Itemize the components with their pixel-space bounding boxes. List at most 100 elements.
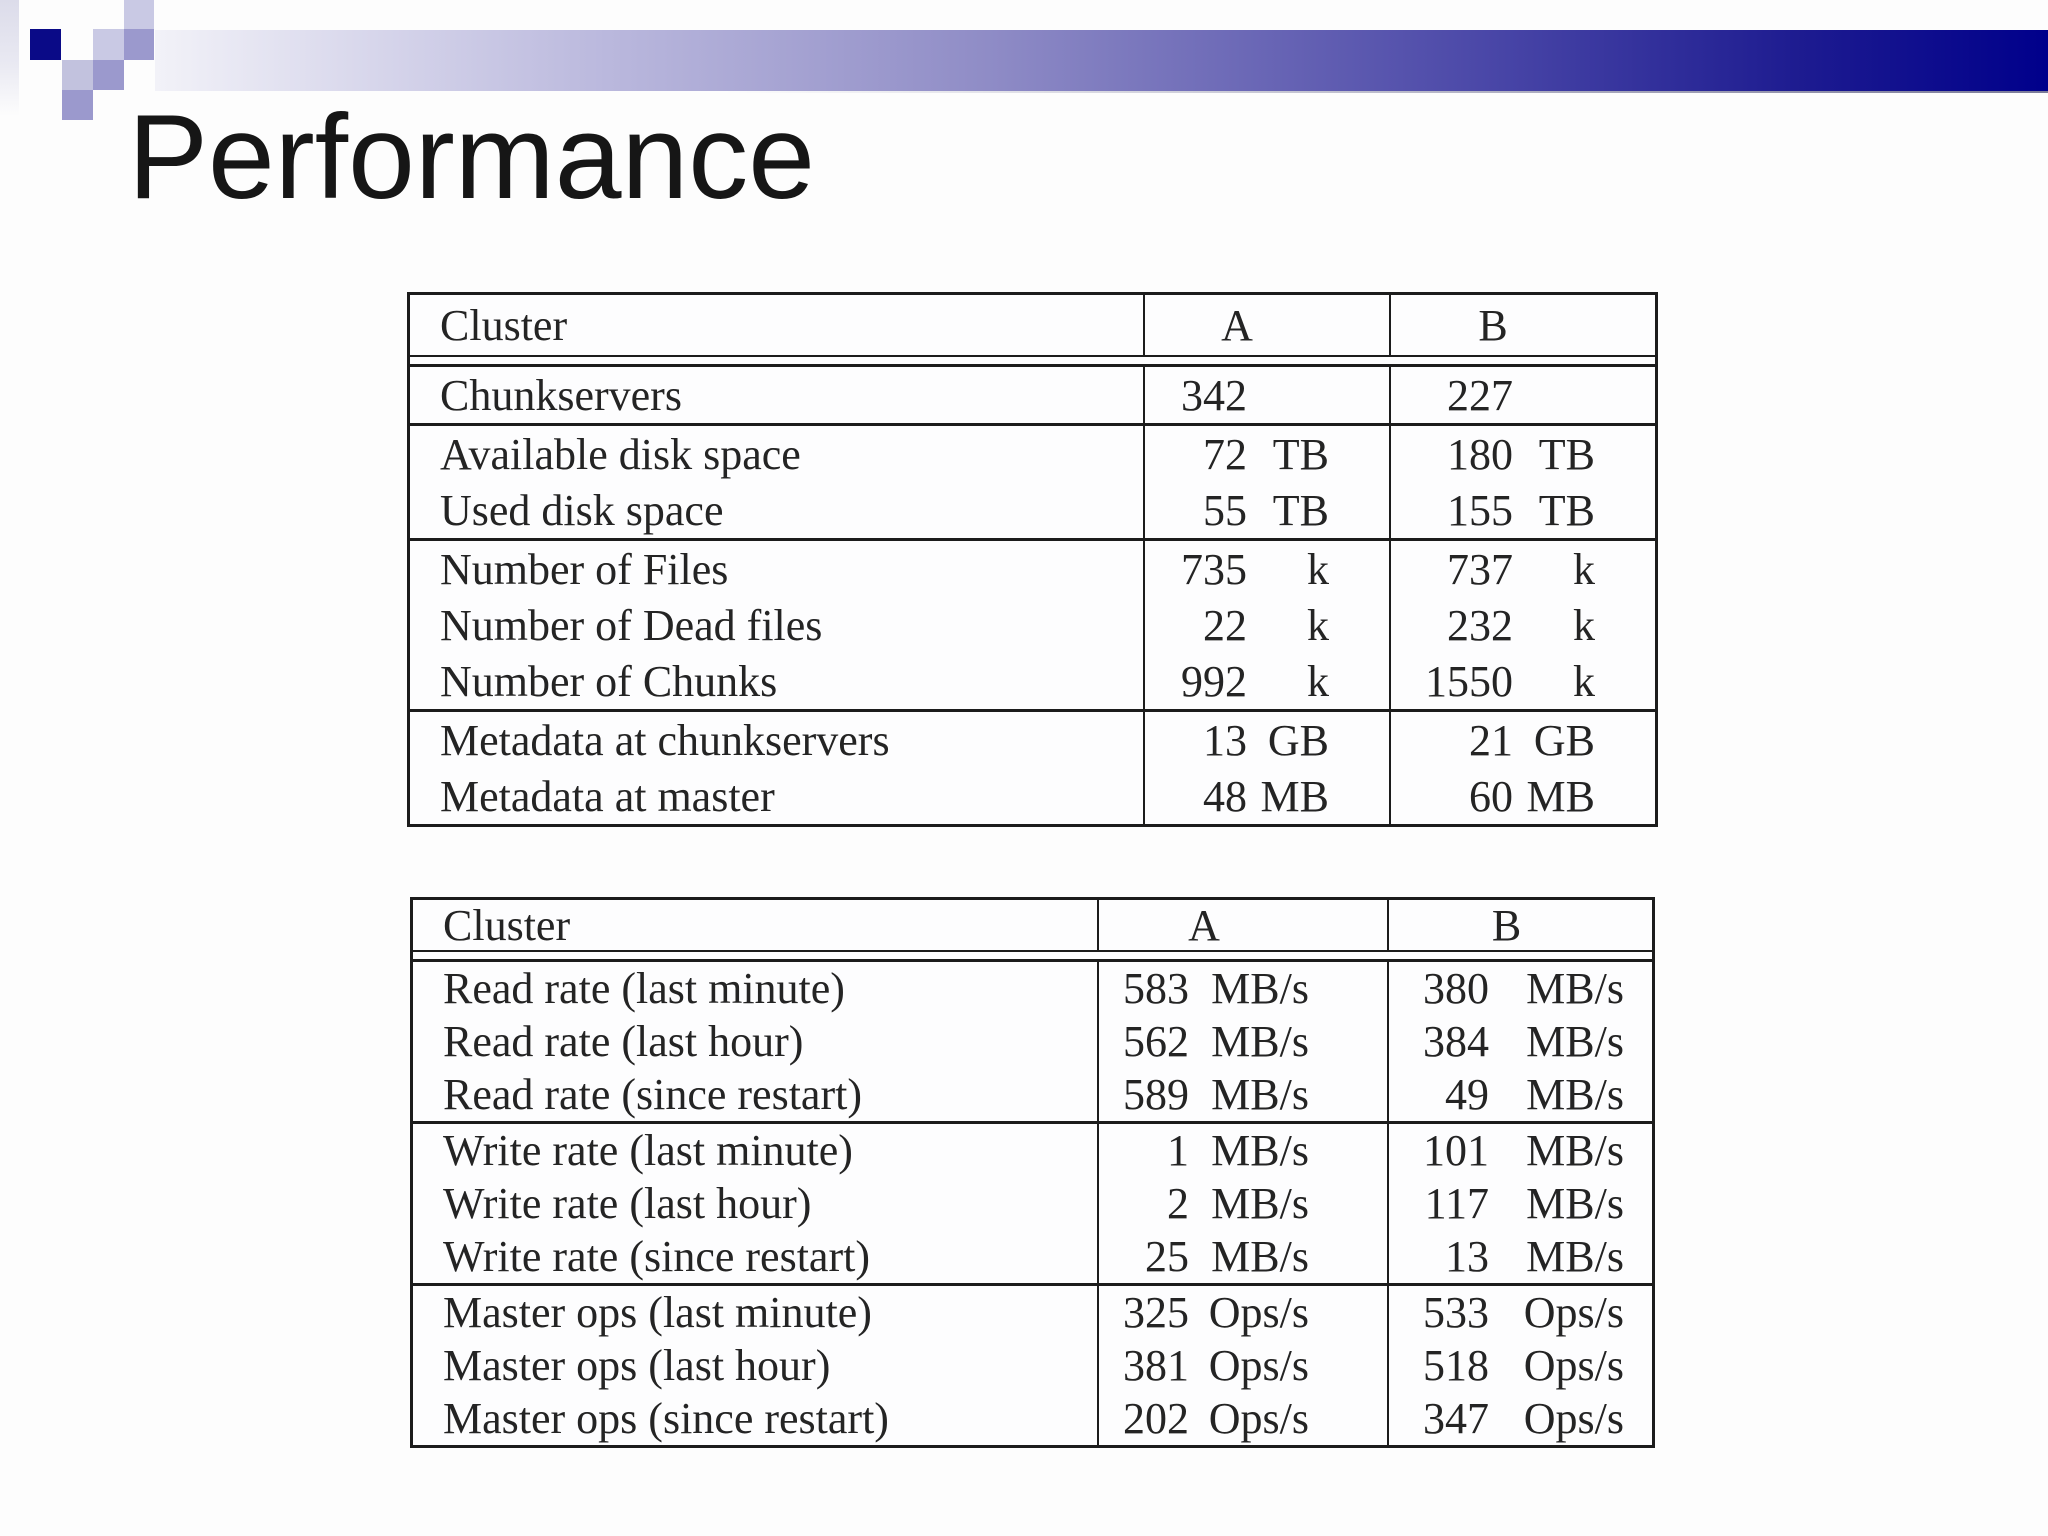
value-unit: k	[1307, 600, 1329, 650]
value-unit: MB/s	[1211, 1070, 1309, 1119]
row-label: Read rate (last hour)	[443, 1017, 804, 1066]
table-row: Write rate (last hour) 2 MB/s 117 MB/s	[413, 1177, 1652, 1230]
value-unit: MB/s	[1526, 1070, 1624, 1119]
table-row: Master ops (since restart) 202 Ops/s 347 Ops…	[413, 1392, 1652, 1445]
value-unit: k	[1307, 544, 1329, 594]
value-number: 48	[1203, 771, 1247, 821]
value-unit: MB/s	[1211, 1126, 1309, 1175]
value-cell-b: 155 TB	[1389, 482, 1655, 538]
value-unit: MB/s	[1211, 1232, 1309, 1281]
value-cell-a: 2 MB/s	[1097, 1177, 1387, 1230]
slide-title: Performance	[128, 90, 815, 224]
value-number: 227	[1447, 370, 1513, 420]
row-label: Read rate (since restart)	[443, 1070, 862, 1119]
row-label: Master ops (last minute)	[443, 1288, 872, 1337]
value-cell-b: 117 MB/s	[1387, 1177, 1652, 1230]
value-number: 735	[1181, 544, 1247, 594]
value-unit: k	[1307, 656, 1329, 706]
value-unit: k	[1573, 544, 1595, 594]
value-cell-a: 562 MB/s	[1097, 1015, 1387, 1068]
row-label: Master ops (since restart)	[443, 1394, 889, 1443]
value-number: 380	[1423, 964, 1489, 1013]
table-row: Chunkservers 342 227	[410, 367, 1655, 423]
value-cell-b: 737 k	[1389, 541, 1655, 597]
double-rule-gap	[410, 357, 1655, 367]
value-unit: MB/s	[1211, 964, 1309, 1013]
decorative-square	[62, 60, 93, 90]
row-label: Available disk space	[440, 429, 801, 479]
decorative-square	[93, 29, 124, 60]
value-unit: Ops/s	[1208, 1288, 1309, 1337]
table-row-group: Chunkservers 342 227	[410, 367, 1655, 426]
column-header-label: Cluster	[440, 300, 568, 350]
value-cell-a: 55 TB	[1143, 482, 1389, 538]
decorative-square	[124, 29, 154, 60]
value-number: 117	[1424, 1179, 1489, 1228]
value-number: 155	[1447, 485, 1513, 535]
value-cell-a: 202 Ops/s	[1097, 1392, 1387, 1445]
table-row: Read rate (since restart) 589 MB/s 49 MB/s	[413, 1068, 1652, 1121]
row-label: Chunkservers	[440, 370, 682, 420]
column-header-a: A	[1097, 900, 1387, 951]
table-row: Number of Dead files 22 k 232 k	[410, 597, 1655, 653]
table-row-group: Metadata at chunkservers 13 GB 21 GB Metadata…	[410, 712, 1655, 824]
column-header-a: A	[1143, 295, 1389, 355]
value-number: 562	[1123, 1017, 1189, 1066]
value-cell-b: 518 Ops/s	[1387, 1339, 1652, 1392]
value-number: 384	[1423, 1017, 1489, 1066]
value-unit: TB	[1538, 429, 1595, 479]
value-number: 737	[1447, 544, 1513, 594]
table-row: Master ops (last minute) 325 Ops/s 533 Ops/s	[413, 1286, 1652, 1339]
value-cell-b: 60 MB	[1389, 768, 1655, 824]
value-unit: Ops/s	[1523, 1341, 1624, 1390]
value-unit: GB	[1533, 715, 1595, 765]
value-unit: MB/s	[1526, 1232, 1624, 1281]
value-unit: TB	[1538, 485, 1595, 535]
value-number: 49	[1445, 1070, 1489, 1119]
value-unit: Ops/s	[1523, 1394, 1624, 1443]
value-cell-b: 347 Ops/s	[1387, 1392, 1652, 1445]
value-cell-b: 232 k	[1389, 597, 1655, 653]
value-unit: MB	[1260, 771, 1329, 821]
value-cell-a: 25 MB/s	[1097, 1230, 1387, 1283]
row-label: Number of Dead files	[440, 600, 823, 650]
value-number: 992	[1181, 656, 1247, 706]
value-cell-a: 48 MB	[1143, 768, 1389, 824]
value-number: 60	[1469, 771, 1513, 821]
table-row: Metadata at chunkservers 13 GB 21 GB	[410, 712, 1655, 768]
table-header-row: Cluster A B	[410, 295, 1655, 357]
row-label: Write rate (last hour)	[443, 1179, 812, 1228]
cluster-performance-table: Cluster A B Read rate (last minute) 583 MB/s 3…	[410, 897, 1655, 1448]
table-row: Available disk space 72 TB 180 TB	[410, 426, 1655, 482]
value-number: 583	[1123, 964, 1189, 1013]
value-cell-a: 381 Ops/s	[1097, 1339, 1387, 1392]
table-row-group: Read rate (last minute) 583 MB/s 380 MB/s Rea…	[413, 962, 1652, 1124]
column-header-label: Cluster	[443, 901, 571, 950]
row-label: Read rate (last minute)	[443, 964, 845, 1013]
value-cell-a: 1 MB/s	[1097, 1124, 1387, 1177]
cluster-overview-table: Cluster A B Chunkservers 342 227 Available dis…	[407, 292, 1658, 827]
value-number: 232	[1447, 600, 1513, 650]
value-number: 13	[1203, 715, 1247, 765]
value-unit: GB	[1267, 715, 1329, 765]
value-cell-a: 22 k	[1143, 597, 1389, 653]
value-cell-b: 180 TB	[1389, 426, 1655, 482]
value-cell-b: 384 MB/s	[1387, 1015, 1652, 1068]
gradient-bar	[155, 30, 2048, 93]
value-cell-b: 49 MB/s	[1387, 1068, 1652, 1121]
value-cell-a: 735 k	[1143, 541, 1389, 597]
value-number: 1550	[1425, 656, 1513, 706]
table-row: Number of Files 735 k 737 k	[410, 541, 1655, 597]
decorative-square	[93, 60, 124, 90]
value-number: 2	[1167, 1179, 1189, 1228]
table-row-group: Master ops (last minute) 325 Ops/s 533 Ops/s…	[413, 1286, 1652, 1445]
value-unit: MB/s	[1526, 964, 1624, 1013]
row-label: Number of Files	[440, 544, 729, 594]
value-unit: Ops/s	[1208, 1394, 1309, 1443]
double-rule-gap	[413, 952, 1652, 962]
value-number: 180	[1447, 429, 1513, 479]
table-row: Write rate (since restart) 25 MB/s 13 MB/s	[413, 1230, 1652, 1283]
value-number: 13	[1445, 1232, 1489, 1281]
value-number: 381	[1123, 1341, 1189, 1390]
value-unit: MB/s	[1211, 1179, 1309, 1228]
